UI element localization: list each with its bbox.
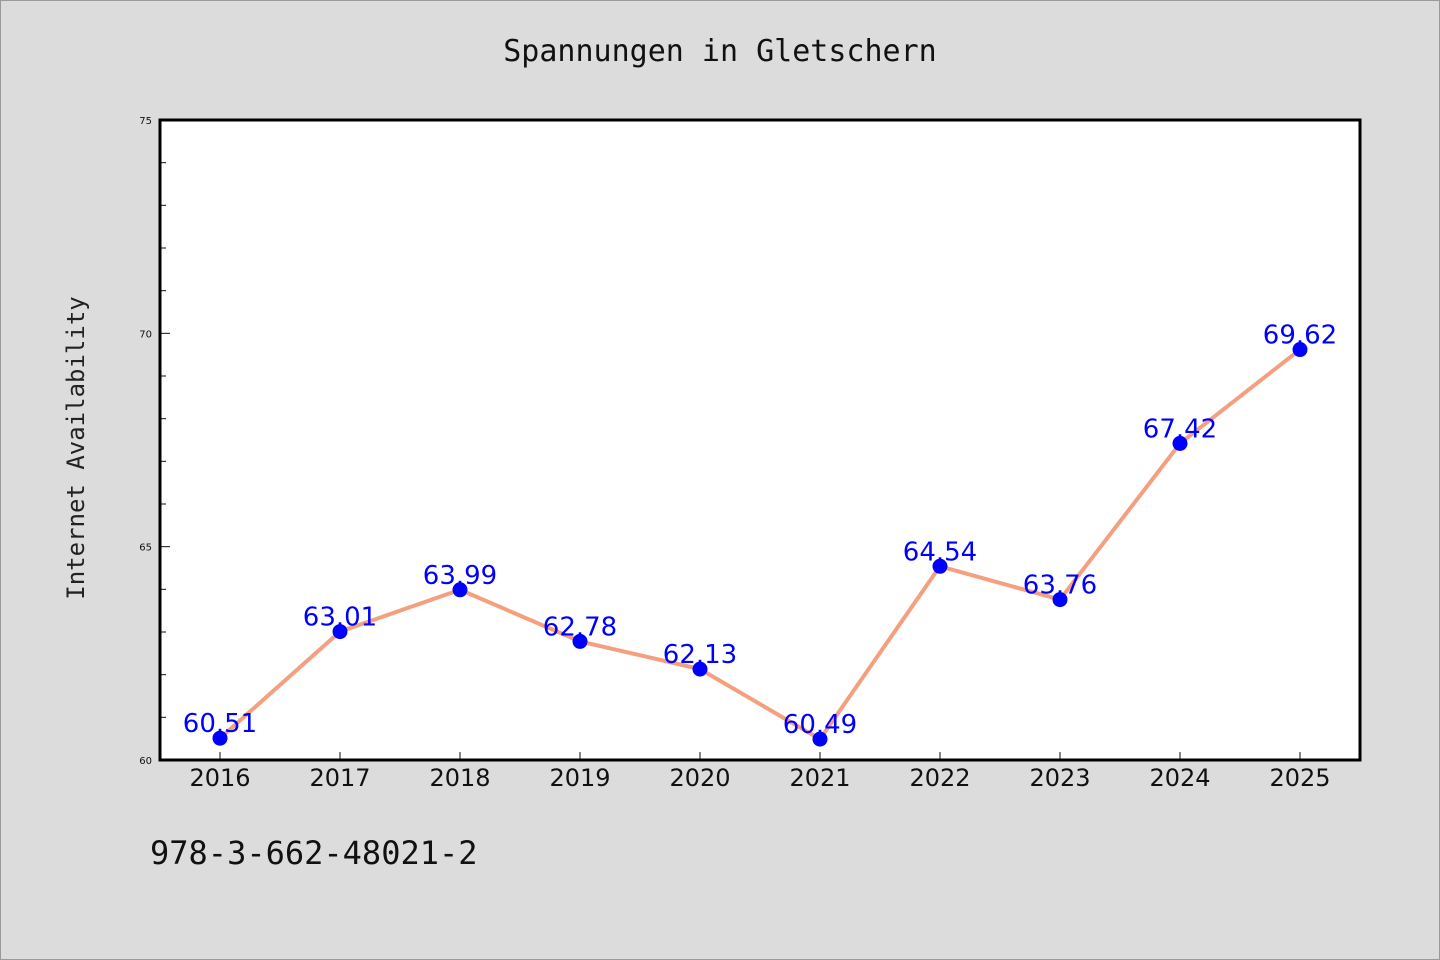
x-tick-label: 2019 [549, 764, 610, 792]
data-point [572, 633, 588, 649]
x-tick-label: 2023 [1029, 764, 1090, 792]
data-label: 63.99 [423, 561, 497, 591]
data-label: 60.51 [183, 709, 257, 739]
data-label: 63.01 [303, 603, 377, 633]
y-tick-label: 75 [139, 116, 152, 127]
data-point [332, 624, 348, 640]
data-label: 62.78 [543, 612, 617, 642]
x-tick-label: 2020 [669, 764, 730, 792]
data-label: 60.49 [783, 710, 857, 740]
series-line [218, 347, 1302, 742]
data-point [812, 731, 828, 747]
x-tick-label: 2016 [189, 764, 250, 792]
data-point [212, 730, 228, 746]
plot-frame [158, 118, 1362, 762]
data-label: 64.54 [903, 537, 977, 567]
x-tick-label: 2018 [429, 764, 490, 792]
x-tick-label: 2024 [1149, 764, 1210, 792]
data-point [1052, 592, 1068, 608]
data-label: 69.62 [1263, 321, 1337, 351]
data-point [1292, 342, 1308, 358]
y-tick-label: 70 [139, 329, 152, 340]
isbn-footnote: 978-3-662-48021-2 [150, 834, 478, 872]
data-point [452, 582, 468, 598]
data-label: 62.13 [663, 640, 737, 670]
y-tick-label: 65 [139, 543, 152, 554]
chart-title: Spannungen in Gletschern [503, 34, 937, 69]
data-label: 67.42 [1143, 414, 1217, 444]
x-tick-label: 2017 [309, 764, 370, 792]
x-tick-label: 2021 [789, 764, 850, 792]
data-point [692, 661, 708, 677]
plot-area [160, 120, 1360, 760]
x-tick-label: 2025 [1269, 764, 1330, 792]
data-point [932, 558, 948, 574]
y-tick-label: 60 [139, 756, 152, 767]
data-point [1172, 435, 1188, 451]
x-tick-label: 2022 [909, 764, 970, 792]
data-label: 63.76 [1023, 571, 1097, 601]
